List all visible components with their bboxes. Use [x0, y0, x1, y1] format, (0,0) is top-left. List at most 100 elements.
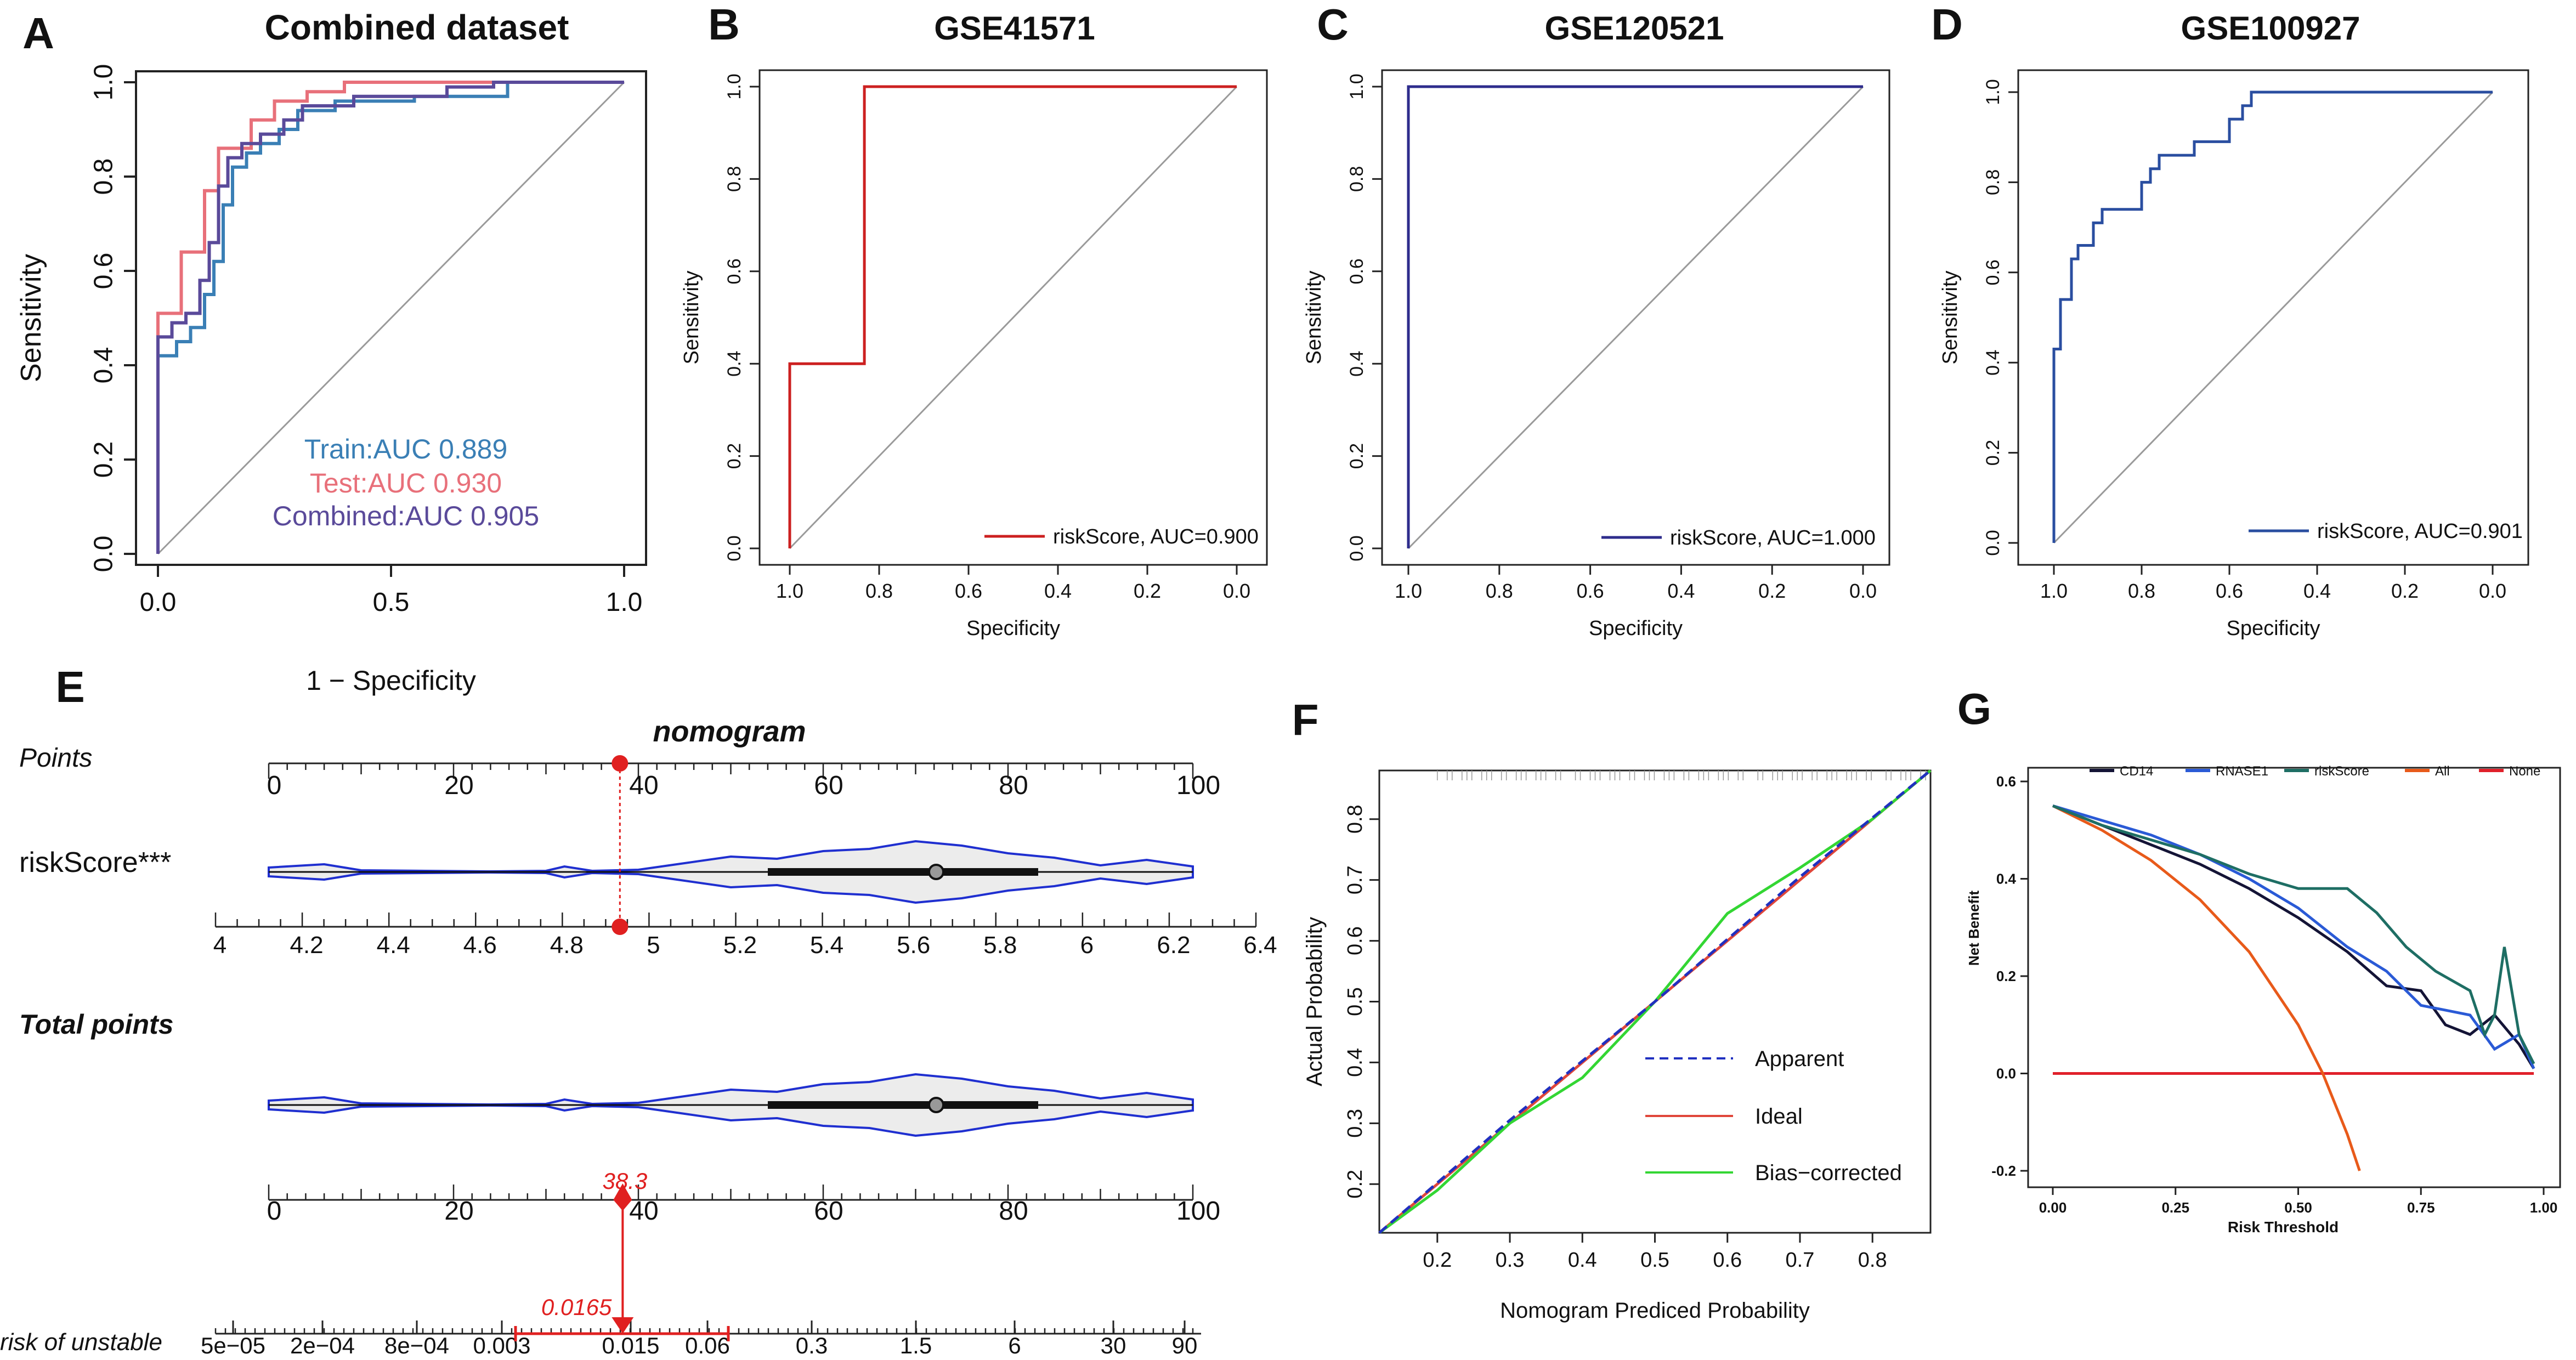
plot-g-line-riskscore	[2052, 804, 2535, 1064]
plot-f-ytick-label: 0.6	[1344, 926, 1367, 955]
nomogram-total-tick-label: 100	[1176, 1197, 1220, 1226]
plot-g-ytick-label: 0.4	[1996, 871, 2017, 887]
nomogram-risk-tick-label: 30	[1101, 1333, 1126, 1358]
nomogram-total-violin-median	[928, 1097, 944, 1113]
plot-g-legend-all: All	[2435, 764, 2450, 779]
plot-d-ytick-label: 0.0	[1983, 530, 2003, 556]
nomogram-points-tick-label: 60	[814, 771, 843, 800]
plot-d-xtick-label: 0.8	[2128, 580, 2155, 602]
plot-d-xtick-label: 0.0	[2479, 580, 2506, 602]
nomogram-risk-tick-label: 5e−05	[201, 1333, 265, 1358]
plot-a-curve-combined	[156, 81, 624, 554]
nomogram-riskscore-tick-label: 5	[647, 932, 660, 959]
plot-b-ytick-label: 0.4	[724, 351, 745, 377]
nomogram-total-marker	[613, 1183, 632, 1211]
panel-label-e: E	[55, 662, 84, 711]
plot-a-curve-test	[156, 81, 624, 554]
plot-f-ytick-label: 0.5	[1344, 987, 1367, 1016]
nomogram-risk-marker	[612, 1317, 634, 1334]
plot-g-line-all	[2052, 804, 2361, 1171]
plot-d-ytick-label: 0.2	[1983, 440, 2003, 466]
panel-label-a: A	[22, 9, 54, 58]
nomogram-risk-tick-label: 2e−04	[290, 1333, 355, 1358]
plot-f-xtick-label: 0.5	[1640, 1249, 1669, 1272]
nomogram-points-tick-label: 0	[267, 771, 282, 800]
nomogram-riskscore-tick-label: 5.6	[897, 932, 930, 959]
plot-c-ytick-label: 1.0	[1346, 73, 1367, 99]
plot-d-ytick-label: 0.6	[1983, 259, 2003, 285]
plot-a-legend-train: Train:AUC 0.889	[304, 434, 508, 464]
nomogram-riskscore-violin-median	[928, 864, 944, 880]
plot-f-ytick-label: 0.2	[1344, 1170, 1367, 1199]
plot-a-xtick-label: 1.0	[606, 588, 643, 617]
panel-label-g: G	[1957, 684, 1991, 733]
plot-g-ytick-label: 0.2	[1996, 968, 2016, 984]
plot-d-xtick-label: 0.6	[2216, 580, 2243, 602]
nomogram-risk-tick-label: 0.06	[685, 1333, 730, 1358]
plot-b-xtick-label: 1.0	[776, 580, 803, 602]
nomogram-riskscore-tick-label: 6	[1080, 932, 1094, 959]
plot-f-xtick-label: 0.7	[1786, 1249, 1815, 1272]
plot-c-ytick-label: 0.6	[1346, 258, 1367, 284]
plot-g-legend-none: None	[2509, 764, 2540, 779]
nomogram-points-tick-label: 40	[629, 771, 658, 800]
nomogram-total-tick-label: 40	[629, 1197, 658, 1226]
plot-a-curve-train	[156, 81, 624, 554]
plot-c-ytick-label: 0.2	[1346, 443, 1367, 469]
panel-label-c: C	[1317, 0, 1349, 49]
plot-g-xtick-label: 0.75	[2407, 1199, 2435, 1216]
plot-b-legend-text: riskScore, AUC=0.900	[1053, 525, 1259, 548]
plot-d-xtick-label: 1.0	[2040, 580, 2068, 602]
nomogram-total-tick-label: 0	[267, 1197, 282, 1226]
plot-g-xtick-label: 1.00	[2530, 1199, 2558, 1216]
plot-c-ytick-label: 0.0	[1346, 535, 1367, 561]
nomogram-risk-tick-label: 8e−04	[384, 1333, 449, 1358]
nomogram-riskscore-tick-label: 5.4	[810, 932, 843, 959]
plot-b-xtick-label: 0.4	[1044, 580, 1072, 602]
nomogram-points-tick-label: 80	[999, 771, 1028, 800]
nomogram-total-value: 38.3	[602, 1168, 647, 1194]
plot-g-xtick-label: 0.50	[2284, 1199, 2312, 1216]
plot-c-xtick-label: 0.0	[1849, 580, 1877, 602]
plot-f-legend-ideal: Ideal	[1755, 1104, 1803, 1129]
plot-a-ylabel: Sensitivity	[15, 254, 47, 382]
nomogram-risk-tick-label: 90	[1172, 1333, 1198, 1358]
nomogram-points-tick-label: 20	[444, 771, 473, 800]
plot-c-ytick-label: 0.8	[1346, 166, 1367, 192]
plot-a-xtick-label: 0.0	[140, 588, 177, 617]
nomogram-total-tick-label: 80	[999, 1197, 1028, 1226]
nomogram-row-risk: risk of unstable	[0, 1329, 162, 1356]
nomogram-risk-tick-label: 0.3	[796, 1333, 828, 1358]
plot-g-ytick-label: 0.0	[1996, 1066, 2016, 1082]
plot-d-frame	[2017, 69, 2529, 566]
plot-a-legend-combined: Combined:AUC 0.905	[273, 501, 539, 531]
plot-c-xtick-label: 0.4	[1667, 580, 1695, 602]
plot-d-roc-curve	[2052, 90, 2493, 543]
plot-a-reference-diagonal	[157, 81, 625, 555]
plot-a-legend-test: Test:AUC 0.930	[310, 468, 502, 498]
plot-g-xlabel: Risk Threshold	[2228, 1219, 2339, 1236]
nomogram-risk-tick-label: 6	[1008, 1333, 1021, 1358]
plot-f-legend-apparent: Apparent	[1755, 1047, 1844, 1071]
plot-c-frame	[1381, 69, 1890, 566]
nomogram-row-total-points: Total points	[19, 1009, 173, 1040]
plot-g-frame	[2027, 767, 2561, 1188]
plot-f-xlabel: Nomogram Prediced Probability	[1500, 1299, 1810, 1323]
nomogram-riskscore-tick-label: 5.2	[723, 932, 757, 959]
plot-d-ytick-label: 0.4	[1983, 350, 2003, 376]
plot-c-xlabel: Specificity	[1589, 617, 1683, 640]
nomogram-selected-points-dot	[612, 755, 629, 772]
plot-c-roc-curve	[1407, 85, 1863, 548]
nomogram-points-tick-label: 100	[1176, 771, 1220, 800]
nomogram-risk-tick-label: 0.003	[473, 1333, 530, 1358]
plot-d-reference-diagonal	[2053, 91, 2494, 544]
plot-f-legend-bias-corrected: Bias−corrected	[1755, 1161, 1902, 1185]
plot-f-xtick-label: 0.4	[1568, 1249, 1597, 1272]
nomogram-riskscore-tick-label: 5.8	[983, 932, 1017, 959]
plot-c-legend-text: riskScore, AUC=1.000	[1670, 526, 1876, 549]
plot-b-xtick-label: 0.0	[1223, 580, 1250, 602]
plot-d-ytick-label: 1.0	[1983, 79, 2003, 105]
plot-g-ytick-label: -0.2	[1991, 1163, 2016, 1179]
plot-a-xlabel: 1 − Specificity	[306, 665, 476, 696]
plot-a-ytick-label: 0.0	[89, 536, 118, 573]
